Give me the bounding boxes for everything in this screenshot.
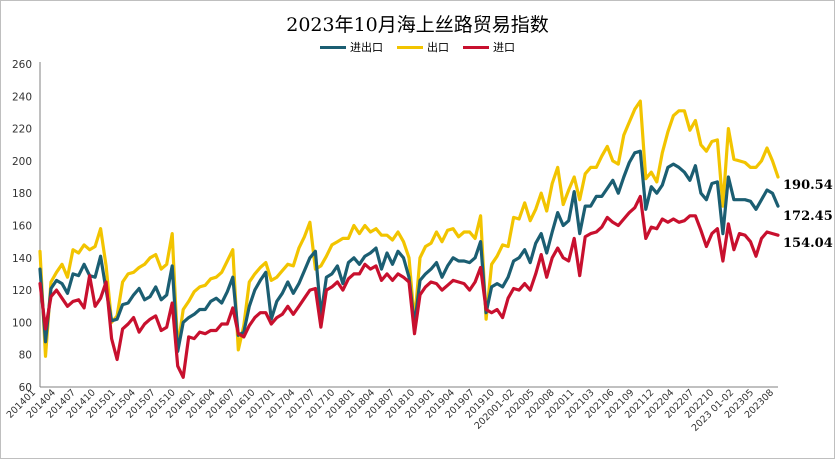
end-label-series-1: 190.54 xyxy=(783,178,833,193)
legend-swatch-series-2 xyxy=(463,45,489,49)
legend-label-series-2: 进口 xyxy=(493,41,515,54)
series-line-2 xyxy=(38,194,780,379)
y-tick-label: 60 xyxy=(19,382,32,394)
chart-legend: 进出口 出口 进口 xyxy=(0,39,835,55)
y-tick-label: 180 xyxy=(12,188,32,200)
legend-item-series-2: 进口 xyxy=(463,39,515,55)
y-tick-label: 120 xyxy=(12,285,32,297)
series-line-1 xyxy=(38,99,780,358)
legend-item-series-0: 进出口 xyxy=(320,39,383,55)
y-tick-label: 80 xyxy=(19,350,32,362)
end-labels: 190.54 172.45 154.04 xyxy=(783,178,833,251)
y-axis: 60 80 100 120 140 160 180 200 220 240 260 xyxy=(12,59,41,394)
chart-title: 2023年10月海上丝路贸易指数 xyxy=(286,14,549,36)
y-tick-label: 140 xyxy=(12,253,32,265)
series-lines xyxy=(38,99,780,379)
x-axis: 2014012014042014072014102015012015042015… xyxy=(5,386,778,434)
y-tick-label: 200 xyxy=(12,156,32,168)
end-label-series-0: 172.45 xyxy=(783,209,833,224)
y-tick-label: 160 xyxy=(12,221,32,233)
y-tick-label: 240 xyxy=(12,91,32,103)
legend-label-series-1: 出口 xyxy=(427,41,449,54)
end-label-series-2: 154.04 xyxy=(783,236,833,251)
legend-item-series-1: 出口 xyxy=(397,39,449,55)
y-tick-label: 100 xyxy=(12,317,32,329)
y-tick-label: 220 xyxy=(12,124,32,136)
legend-label-series-0: 进出口 xyxy=(350,41,383,54)
legend-swatch-series-0 xyxy=(320,45,346,49)
y-tick-label: 260 xyxy=(12,59,32,71)
series-line-0 xyxy=(38,149,780,354)
legend-swatch-series-1 xyxy=(397,45,423,49)
